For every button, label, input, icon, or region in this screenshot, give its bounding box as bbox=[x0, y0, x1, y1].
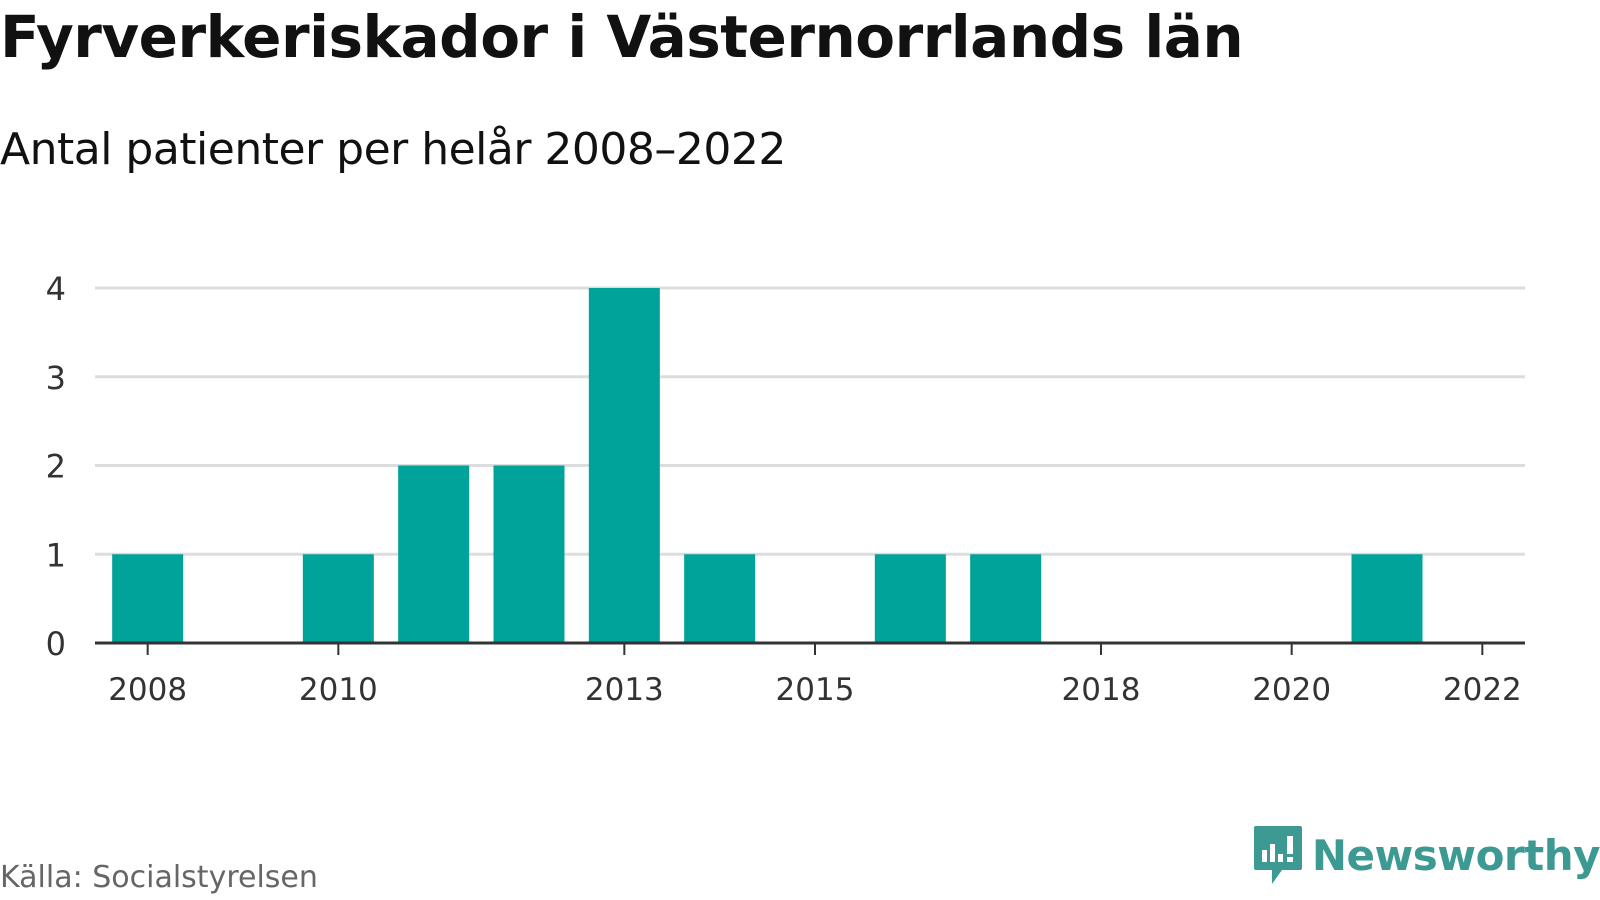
x-tick-label: 2020 bbox=[1252, 672, 1331, 708]
bar-2010 bbox=[302, 554, 374, 643]
bar-2008 bbox=[112, 554, 184, 643]
x-tick-label: 2018 bbox=[1062, 672, 1141, 708]
x-tick-label: 2013 bbox=[585, 672, 664, 708]
chart-subtitle: Antal patienter per helår 2008–2022 bbox=[0, 124, 786, 175]
y-tick-label: 1 bbox=[46, 536, 66, 574]
chart-title: Fyrverkeriskador i Västernorrlands län bbox=[0, 3, 1244, 71]
gridlines bbox=[95, 286, 1525, 556]
newsworthy-chart-logo-icon bbox=[1253, 826, 1302, 884]
brand-name: Newsworthy bbox=[1311, 830, 1600, 880]
bar-2013 bbox=[588, 288, 660, 643]
bar-2011 bbox=[398, 465, 470, 643]
brand: Newsworthy bbox=[1252, 823, 1600, 887]
x-tick-label: 2008 bbox=[108, 672, 187, 708]
y-tick-label: 4 bbox=[46, 270, 66, 308]
bar-2012 bbox=[493, 465, 565, 643]
y-tick-label: 3 bbox=[46, 359, 66, 397]
axes: 0 1 2 3 4 2008 2010 2013 2015 2018 2020 2022 bbox=[46, 270, 1525, 708]
bar-2017 bbox=[970, 554, 1042, 643]
bar-2014 bbox=[684, 554, 756, 643]
y-tick-label: 2 bbox=[46, 448, 66, 486]
bars bbox=[112, 288, 1423, 643]
source-note: Källa: Socialstyrelsen bbox=[0, 860, 318, 895]
x-tick-label: 2010 bbox=[299, 672, 378, 708]
x-tick-label: 2015 bbox=[776, 672, 855, 708]
x-tick-label: 2022 bbox=[1443, 672, 1522, 708]
bar-2021 bbox=[1351, 554, 1423, 643]
bar-2016 bbox=[874, 554, 946, 643]
y-tick-label: 0 bbox=[46, 625, 66, 663]
